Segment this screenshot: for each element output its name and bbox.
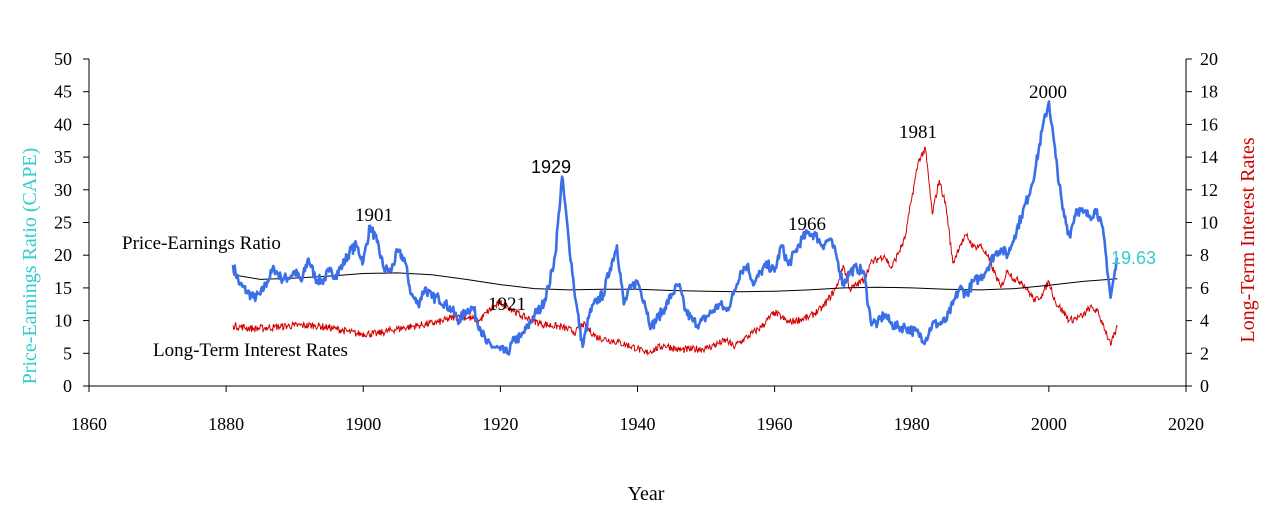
annotation-1921: 1921 [488,294,526,315]
y-left-tick-label: 45 [54,82,72,102]
legend-interest-rates-label: Long-Term Interest Rates [153,340,348,361]
y-left-ticks: 0 5 10 15 20 25 30 35 40 45 50 [54,49,89,396]
y-left-tick-label: 30 [54,180,72,200]
y-axis-left-title: Price-Earnings Ratio (CAPE) [19,148,41,385]
y-right-ticks: 0 2 4 6 8 10 12 14 16 18 20 [1186,49,1218,396]
annotation-1966: 1966 [788,214,826,235]
y-left-tick-label: 25 [54,213,72,233]
y-right-tick-label: 18 [1200,82,1218,102]
y-right-tick-label: 8 [1200,245,1209,265]
series-line-pe-ratio [231,100,1119,356]
x-tick-label: 1940 [620,414,656,434]
annotation-2000: 2000 [1029,82,1067,103]
y-right-tick-label: 10 [1200,213,1218,233]
y-left-tick-label: 50 [54,49,72,69]
y-left-tick-label: 15 [54,278,72,298]
x-tick-label: 1920 [482,414,518,434]
x-tick-label: 1980 [894,414,930,434]
y-right-tick-label: 16 [1200,114,1218,134]
y-left-tick-label: 20 [54,245,72,265]
annotation-1901: 1901 [355,205,393,226]
y-right-tick-label: 0 [1200,376,1209,396]
x-tick-label: 1880 [208,414,244,434]
y-right-tick-label: 4 [1200,311,1209,331]
y-right-tick-label: 14 [1200,147,1218,167]
y-left-tick-label: 5 [63,343,72,363]
y-left-tick-label: 10 [54,311,72,331]
x-ticks: 1860 1880 1900 1920 1940 1960 1980 2000 2020 [71,386,1204,434]
x-tick-label: 2000 [1031,414,1067,434]
y-right-tick-label: 12 [1200,180,1218,200]
annotation-last-value: 19.63 [1111,248,1156,268]
annotation-1929: 1929 [531,157,571,177]
y-left-tick-label: 40 [54,114,72,134]
annotation-1981: 1981 [899,122,937,143]
y-axis-right-title: Long-Term Interest Rates [1237,137,1259,342]
y-right-tick-label: 2 [1200,343,1209,363]
legend-pe-ratio-label: Price-Earnings Ratio [122,233,281,254]
x-tick-label: 2020 [1168,414,1204,434]
series-line-interest-rates [232,146,1118,357]
x-axis-title: Year [628,483,665,505]
x-tick-label: 1900 [345,414,381,434]
y-right-tick-label: 20 [1200,49,1218,69]
y-right-tick-label: 6 [1200,278,1209,298]
x-tick-label: 1960 [757,414,793,434]
y-left-tick-label: 0 [63,376,72,396]
x-tick-label: 1860 [71,414,107,434]
y-left-tick-label: 35 [54,147,72,167]
